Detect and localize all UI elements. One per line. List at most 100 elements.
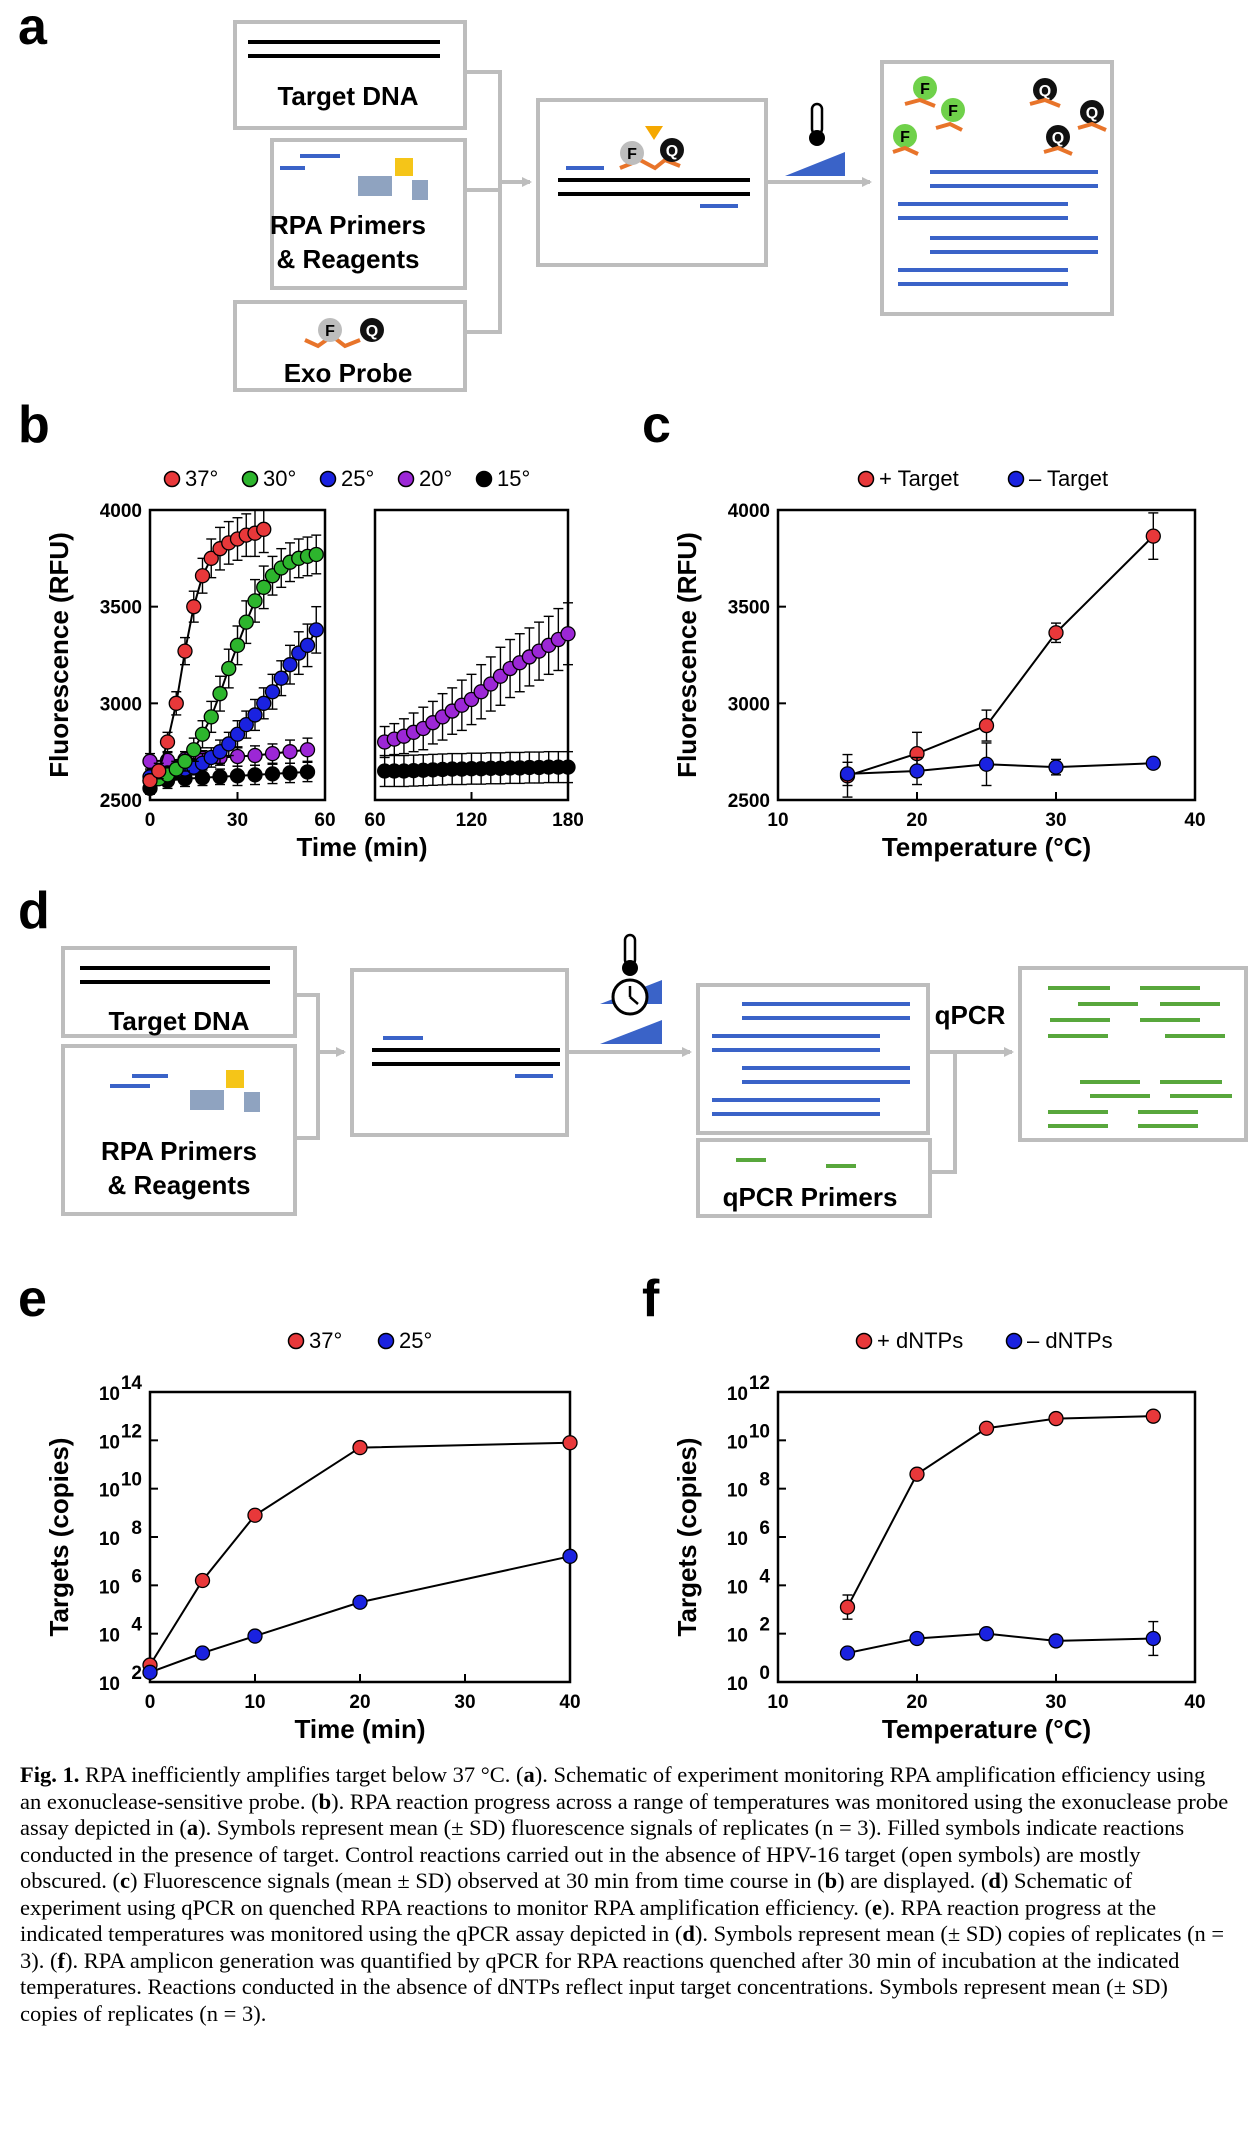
data-point xyxy=(562,1548,578,1564)
fluor-letter: F xyxy=(325,323,335,340)
data-point xyxy=(186,742,202,758)
y-tick-label: 10 xyxy=(99,1674,120,1695)
data-point xyxy=(1048,759,1064,775)
reagent-shape-icon xyxy=(358,176,392,196)
caption-text: ) Fluorescence signals (mean ± SD) obser… xyxy=(129,1868,825,1893)
x-axis-label: Time (min) xyxy=(297,832,428,862)
series-line xyxy=(846,1415,1154,1608)
panel-label-c: c xyxy=(642,396,671,454)
exonuclease-icon xyxy=(645,126,663,140)
y-tick-exponent: 8 xyxy=(759,1470,770,1491)
figure-canvas: a b c d e f Target DNA RPA Primers & Rea… xyxy=(18,0,1248,1744)
data-point xyxy=(194,1645,211,1661)
rpa-products-box-d xyxy=(696,983,930,1135)
x-tick-label: 60 xyxy=(364,810,385,831)
data-point xyxy=(142,773,158,789)
data-point xyxy=(203,709,219,725)
data-point xyxy=(151,763,167,779)
y-tick-label: 3500 xyxy=(728,598,770,619)
target-dna-box-d xyxy=(61,946,297,1038)
data-point xyxy=(1048,1633,1064,1649)
series-line xyxy=(149,1441,571,1666)
y-tick-label: 3500 xyxy=(100,598,142,619)
data-point xyxy=(229,748,246,765)
x-tick-label: 30 xyxy=(1045,1692,1066,1713)
caption-ref: d xyxy=(682,1921,695,1946)
legend-marker xyxy=(163,470,181,488)
y-tick-label: 10 xyxy=(99,1384,120,1405)
data-point xyxy=(247,747,263,764)
y-tick-label: 4000 xyxy=(100,501,142,522)
y-tick-label: 2500 xyxy=(100,791,142,812)
y-tick-label: 10 xyxy=(727,1674,748,1695)
panel-label-b: b xyxy=(18,396,50,454)
data-point xyxy=(308,546,324,563)
caption-ref: c xyxy=(119,1868,130,1893)
y-tick-label: 10 xyxy=(727,1529,748,1550)
data-point xyxy=(256,695,272,711)
quench-letter-2: Q xyxy=(666,143,678,160)
y-tick-exponent: 6 xyxy=(759,1518,770,1539)
plot-frame xyxy=(148,1390,572,1684)
figure-caption: Fig. 1. RPA inefficiently amplifies targ… xyxy=(20,1762,1230,2027)
rpa-label-d-line1: RPA Primers xyxy=(101,1136,257,1166)
data-point xyxy=(229,726,246,742)
x-tick-label: 0 xyxy=(145,1692,156,1713)
y-tick-label: 10 xyxy=(727,1481,748,1502)
schematic-a: Target DNA RPA Primers & Reagents F Q Ex… xyxy=(233,20,1114,392)
data-point xyxy=(221,660,237,677)
panel-label-f: f xyxy=(642,1270,660,1328)
legend-label: 37° xyxy=(185,466,218,491)
chart-f: 10 20 30 4010010210410610810101012Temperatu… xyxy=(672,1328,1206,1744)
target-dna-label: Target DNA xyxy=(277,81,418,111)
y-tick-label: 10 xyxy=(727,1577,748,1598)
temperature-ramp-icon xyxy=(785,152,845,176)
caption-label: Fig. 1. xyxy=(20,1762,80,1787)
data-point xyxy=(1048,1410,1064,1427)
caption-text: ). RPA reaction progress across a range … xyxy=(20,1788,1229,1841)
x-axis-label: Temperature (°C) xyxy=(882,832,1091,862)
y-tick-label: 3000 xyxy=(100,694,142,715)
y-tick-label: 3000 xyxy=(728,694,770,715)
legend-marker xyxy=(377,1332,395,1350)
legend-label: 30° xyxy=(263,466,296,491)
series-line xyxy=(149,770,308,790)
rpa-label-d-line2: & Reagents xyxy=(107,1170,250,1200)
legend-label: 37° xyxy=(309,1328,342,1353)
data-point xyxy=(282,744,298,760)
caption-text: ). Schematic of experiment monitoring RP… xyxy=(20,1762,1206,1814)
y-tick-exponent: 8 xyxy=(131,1518,142,1539)
reaction-box xyxy=(536,98,768,267)
data-point xyxy=(264,766,281,782)
y-tick-exponent: 4 xyxy=(759,1566,770,1587)
caption-text: ) Schematic of experiment using qPCR on … xyxy=(20,1868,1133,1920)
caption-text: ). Symbols represent mean (± SD) copies … xyxy=(20,1921,1225,1973)
data-point xyxy=(247,767,263,783)
data-point xyxy=(560,759,576,775)
data-point xyxy=(308,622,324,638)
data-point xyxy=(273,670,289,686)
caption-ref: b xyxy=(318,1788,332,1814)
legend-marker xyxy=(241,470,259,488)
data-point xyxy=(299,764,316,780)
caption-ref: a xyxy=(523,1762,535,1787)
data-point xyxy=(229,637,246,653)
x-tick-label: 10 xyxy=(767,810,788,831)
y-tick-exponent: 12 xyxy=(749,1373,770,1394)
series-line xyxy=(847,535,1155,777)
legend-label: 15° xyxy=(497,466,530,491)
x-tick-label: 40 xyxy=(559,1692,580,1713)
data-point xyxy=(264,745,281,762)
legend-marker xyxy=(855,1332,873,1350)
data-point xyxy=(247,707,263,723)
x-tick-label: 120 xyxy=(456,810,488,831)
y-axis-label: Fluorescence (RFU) xyxy=(672,532,702,778)
x-tick-label: 30 xyxy=(454,1692,475,1713)
x-tick-label: 20 xyxy=(906,810,927,831)
y-tick-label: 10 xyxy=(99,1626,120,1647)
quencher-icon xyxy=(360,318,384,342)
products-group: F F F Q Q Q xyxy=(892,76,1107,156)
y-tick-label: 10 xyxy=(99,1529,120,1550)
y-tick-exponent: 14 xyxy=(121,1373,143,1394)
free-fluor-2: F xyxy=(948,103,958,120)
